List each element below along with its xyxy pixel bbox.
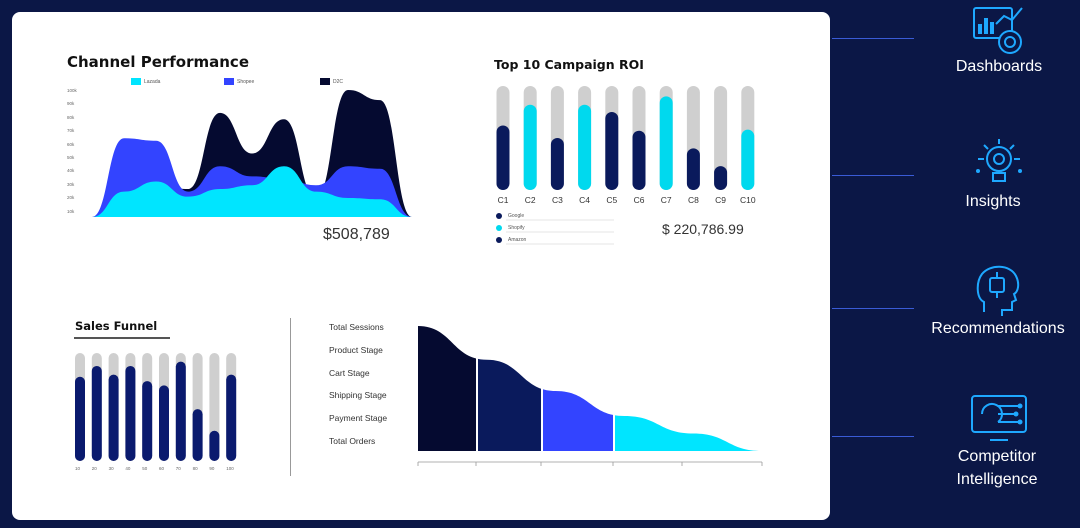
y-tick-label: 70k: [67, 128, 75, 134]
campaign-roi-title: Top 10 Campaign ROI: [494, 57, 644, 72]
funnel-bar-60: [159, 385, 169, 461]
funnel-bar-50: [142, 381, 153, 461]
channel-performance-title: Channel Performance: [67, 53, 249, 71]
funnel-stage-label: Shipping Stage: [329, 390, 387, 401]
y-tick-label: 80k: [67, 114, 75, 120]
y-tick-label: 20k: [67, 195, 75, 201]
legend-swatch-shopee: [224, 78, 234, 85]
funnel-x-label: 80: [192, 466, 198, 471]
roi-bar-c8: [686, 148, 700, 190]
y-tick-label: 60k: [67, 141, 75, 147]
roi-bar-c3: [550, 138, 564, 190]
roi-x-label: C3: [551, 195, 563, 205]
y-tick-label: 100k: [67, 88, 77, 93]
roi-bar-track: [714, 86, 728, 190]
connector-line: [832, 38, 914, 39]
legend-label-shopee: Shopee: [237, 79, 255, 85]
legend-label-shopify: Shopify: [508, 225, 525, 231]
sidebar-item-dashboards[interactable]: Dashboards: [955, 58, 1043, 75]
roi-bar-c10: [741, 129, 755, 190]
funnel-stage-label: Product Stage: [329, 344, 383, 355]
legend-bullet-amazon: [496, 237, 502, 243]
funnel-segment: [418, 326, 476, 451]
lightbulb-icon[interactable]: [972, 137, 1026, 191]
campaign-roi-chart: [496, 86, 755, 190]
area-series-lazada: [92, 166, 412, 217]
channel-total-value: $508,789: [323, 226, 390, 243]
ai-head-icon[interactable]: [974, 264, 1022, 318]
funnel-segment: [615, 326, 762, 451]
funnel-x-label: 90: [209, 466, 215, 471]
funnel-bar-70: [175, 361, 186, 461]
sidebar-item-recommendations[interactable]: Recommendations: [931, 320, 1065, 337]
y-tick-label: 50k: [67, 155, 75, 160]
roi-bar-c2: [523, 104, 537, 190]
legend-label-lazada: Lazada: [144, 79, 161, 85]
roi-x-label: C7: [660, 195, 672, 205]
legend-bullet-shopify: [496, 225, 502, 231]
legend-bullet-google: [496, 213, 502, 219]
channel-area-chart: [92, 90, 412, 217]
dashboard-icon[interactable]: [972, 4, 1028, 56]
sales-funnel-underline: [74, 337, 170, 339]
funnel-stage-label: Total Orders: [329, 436, 376, 446]
legend-label-amazon: Amazon: [508, 237, 527, 243]
roi-x-label: C8: [687, 195, 699, 205]
legend-label-d2c: D2C: [333, 79, 344, 85]
roi-x-label: C1: [497, 195, 509, 205]
roi-x-label: C4: [579, 195, 591, 205]
funnel-bar-30: [108, 374, 119, 461]
funnel-x-label: 30: [108, 466, 114, 471]
funnel-bar-80: [192, 409, 203, 461]
funnel-x-label: 20: [91, 466, 97, 471]
campaign-total-value: $ 220,786.99: [662, 221, 744, 237]
y-tick-label: 30k: [67, 181, 75, 187]
funnel-bar-100: [226, 374, 237, 461]
legend-swatch-d2c: [320, 78, 330, 85]
roi-bar-c1: [496, 125, 510, 190]
funnel-bar-10: [75, 376, 85, 461]
funnel-bar-90: [209, 430, 220, 461]
roi-bar-c5: [605, 112, 619, 190]
y-tick-label: 10k: [67, 208, 75, 214]
y-tick-label: 90k: [67, 101, 75, 107]
roi-bar-c4: [578, 104, 592, 190]
roi-x-label: C6: [633, 195, 645, 205]
sales-funnel-title: Sales Funnel: [75, 319, 158, 333]
sidebar-item-intelligence[interactable]: Intelligence: [956, 471, 1038, 488]
roi-x-label: C10: [740, 195, 756, 205]
roi-x-label: C9: [715, 195, 727, 205]
circuit-monitor-icon[interactable]: [968, 392, 1030, 444]
funnel-x-label: 70: [175, 466, 181, 471]
y-tick-label: 40k: [67, 168, 75, 174]
roi-bar-c6: [632, 130, 646, 190]
legend-label-google: Google: [508, 213, 525, 219]
sidebar-item-insights[interactable]: Insights: [965, 193, 1021, 210]
roi-x-label: C2: [524, 195, 536, 205]
funnel-stage-label: Payment Stage: [329, 413, 388, 424]
roi-bar-c9: [714, 166, 728, 190]
connector-line: [832, 436, 914, 437]
connector-line: [832, 175, 914, 176]
roi-x-label: C5: [606, 195, 618, 205]
funnel-bar-20: [91, 365, 102, 461]
sidebar-item-competitor[interactable]: Competitor: [957, 448, 1037, 465]
funnel-x-label: 60: [159, 466, 165, 471]
funnel-bar-chart: [75, 353, 237, 461]
legend-swatch-lazada: [131, 78, 141, 85]
funnel-stage-label: Total Sessions: [329, 322, 384, 332]
roi-bar-c7: [659, 96, 673, 190]
funnel-area-chart: [417, 326, 763, 466]
funnel-segment: [478, 326, 541, 451]
funnel-segment: [543, 326, 613, 451]
connector-line: [832, 308, 914, 309]
vertical-divider: [290, 318, 291, 476]
funnel-x-label: 50: [142, 466, 148, 471]
funnel-bar-40: [125, 365, 136, 461]
funnel-x-label: 100: [226, 466, 234, 471]
funnel-x-label: 10: [75, 466, 81, 471]
funnel-x-label: 40: [125, 466, 131, 471]
campaign-legend-bullets: [496, 213, 614, 245]
funnel-stage-label: Cart Stage: [329, 367, 370, 378]
